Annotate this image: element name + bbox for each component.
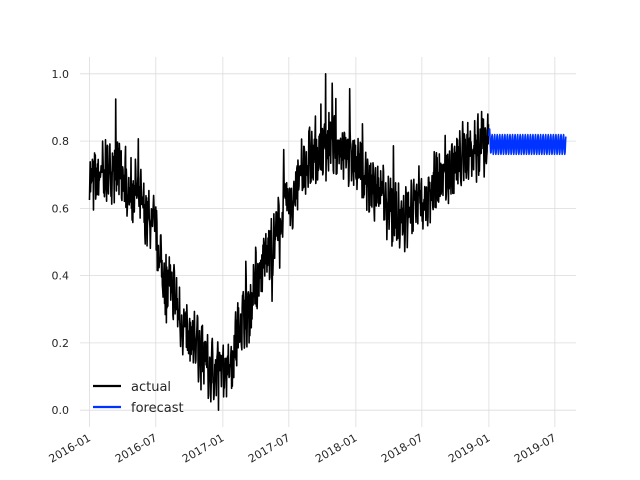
legend: actual forecast	[93, 380, 184, 416]
legend-label-forecast: forecast	[131, 401, 184, 416]
y-tick-label: 0.2	[52, 337, 70, 350]
y-tick-label: 0.6	[52, 202, 70, 215]
x-tick-label: 2019-01	[446, 431, 492, 465]
legend-label-actual: actual	[131, 380, 171, 395]
x-tick-label: 2016-07	[113, 431, 159, 465]
y-tick-label: 1.0	[52, 68, 70, 81]
y-tick-label: 0.8	[52, 135, 70, 148]
x-tick-label: 2017-07	[246, 431, 292, 465]
y-tick-label: 0.4	[52, 270, 70, 283]
grid	[80, 57, 576, 427]
x-tick-label: 2019-07	[512, 431, 558, 465]
series-line-actual	[88, 73, 490, 411]
x-tick-label: 2018-07	[379, 431, 425, 465]
series-line-forecast	[488, 128, 567, 156]
x-tick-label: 2016-01	[47, 431, 93, 465]
x-tick-label: 2018-01	[313, 431, 359, 465]
x-tick-label: 2017-01	[180, 431, 226, 465]
y-tick-label: 0.0	[52, 404, 70, 417]
series-layer	[88, 73, 567, 411]
